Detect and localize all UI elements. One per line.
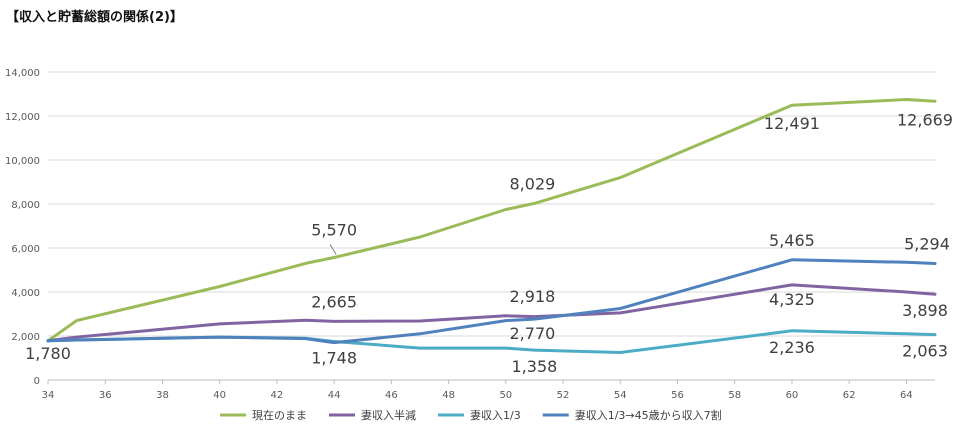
x-tick-label: 40 <box>213 390 226 401</box>
x-tick-label: 52 <box>557 390 570 401</box>
legend-label-2: 妻収入半減 <box>361 408 416 422</box>
y-tick-label: 4,000 <box>11 288 40 299</box>
x-tick-label: 62 <box>843 390 856 401</box>
x-tick-label: 46 <box>385 390 398 401</box>
chart-title: 【収入と貯蓄総額の関係(2)】 <box>6 10 183 25</box>
data-label: 4,325 <box>769 290 815 309</box>
data-label: 12,669 <box>897 110 953 129</box>
x-tick-label: 54 <box>614 390 627 401</box>
series-line-1 <box>46 98 937 343</box>
data-label-leader <box>329 244 337 255</box>
data-label: 5,465 <box>769 231 815 250</box>
data-label: 5,294 <box>904 235 950 254</box>
data-label: 1,748 <box>311 349 357 368</box>
legend-label-4: 妻収入1/3→45歳から収入7割 <box>575 408 722 422</box>
y-tick-label: 8,000 <box>11 200 40 211</box>
x-tick-label: 64 <box>900 390 913 401</box>
y-tick-label: 10,000 <box>5 156 40 167</box>
x-tick-label: 42 <box>271 390 284 401</box>
x-tick-label: 36 <box>99 390 112 401</box>
data-label: 1,780 <box>25 344 71 363</box>
data-label: 2,665 <box>311 292 357 311</box>
data-label: 2,063 <box>902 342 948 361</box>
data-label: 5,570 <box>311 220 357 239</box>
x-tick-label: 50 <box>499 390 512 401</box>
legend-label-3: 妻収入1/3 <box>470 409 521 422</box>
x-tick-label: 34 <box>42 390 55 401</box>
data-label: 8,029 <box>510 174 556 193</box>
x-tick-label: 48 <box>442 390 455 401</box>
x-tick-label: 60 <box>786 390 799 401</box>
data-label: 2,236 <box>769 338 815 357</box>
data-label: 12,491 <box>764 114 820 133</box>
x-tick-label: 56 <box>671 390 684 401</box>
data-label: 1,358 <box>512 357 558 376</box>
data-label: 3,898 <box>902 301 948 320</box>
series-line-2 <box>46 283 937 343</box>
data-label: 2,918 <box>510 287 556 306</box>
data-label: 2,770 <box>510 324 556 343</box>
legend-label-1: 現在のまま <box>252 409 307 422</box>
x-tick-label: 38 <box>156 390 169 401</box>
y-tick-label: 12,000 <box>5 112 40 123</box>
series-line-4 <box>46 258 937 345</box>
x-tick-label: 44 <box>328 390 341 401</box>
y-tick-label: 0 <box>34 376 40 387</box>
x-tick-label: 58 <box>728 390 741 401</box>
y-tick-label: 6,000 <box>11 244 40 255</box>
y-tick-label: 2,000 <box>11 332 40 343</box>
y-tick-label: 14,000 <box>5 68 40 79</box>
